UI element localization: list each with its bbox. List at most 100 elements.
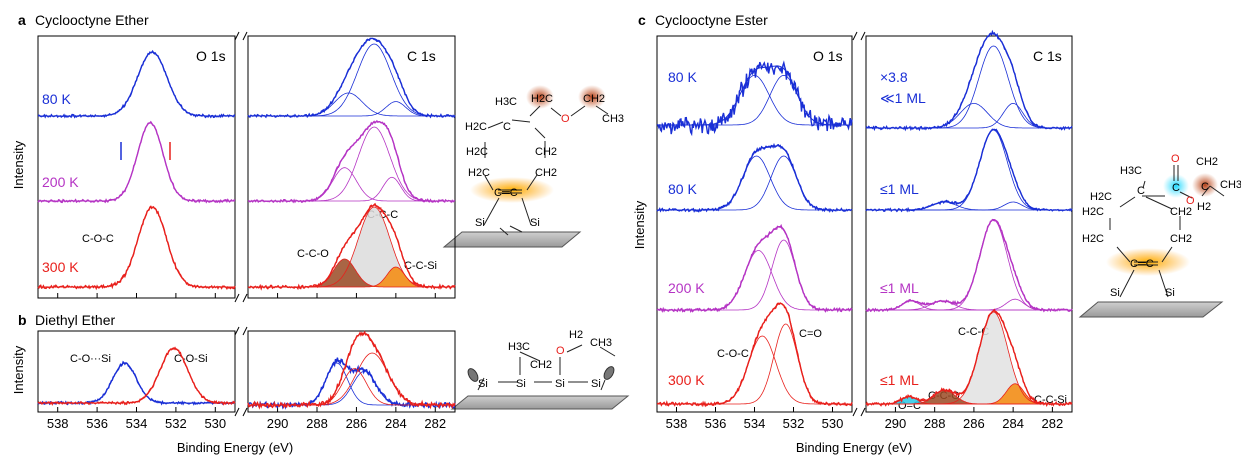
- c-ml-4: ≤1 ML: [880, 372, 919, 388]
- axis-break: [236, 293, 246, 303]
- mol-a-ce: C═C: [494, 187, 518, 199]
- mol-a-h3c: H3C: [495, 96, 517, 108]
- mol-c-o-dbl: O: [1171, 153, 1180, 165]
- c-temp-80k-2: 80 K: [668, 181, 697, 197]
- axis-break: [236, 326, 246, 336]
- axis-break-mark: [852, 31, 858, 41]
- x-axis-label-c: Binding Energy (eV): [796, 440, 912, 455]
- spectrum: [37, 120, 235, 204]
- plot-frame: [656, 35, 853, 413]
- mol-b-ch3: CH3: [590, 337, 612, 349]
- mol-b-si-2: Si: [516, 378, 526, 390]
- fit-envelope: [38, 362, 235, 404]
- spectrum: [37, 49, 236, 119]
- data-trace: [37, 346, 236, 406]
- x-axis-label-ab: Binding Energy (eV): [177, 440, 293, 455]
- x-tick-label: 530: [822, 416, 844, 431]
- c-temp-80k-1: 80 K: [668, 69, 697, 85]
- mol-c-h2c-1: H2C: [1090, 191, 1112, 203]
- component-curve: [866, 201, 1072, 211]
- mol-c-c-carbonyl: C: [1172, 182, 1180, 194]
- fit-envelope: [657, 303, 852, 405]
- panel-a-title: Cyclooctyne Ether: [35, 12, 149, 28]
- component-fill: [248, 267, 455, 287]
- mol-c-h2c-2: H2C: [1082, 206, 1104, 218]
- mol-c-ch3: CH3: [1220, 179, 1241, 191]
- mol-c-h2c-3: H2C: [1082, 233, 1104, 245]
- spectrum: [865, 218, 1073, 313]
- plot-layer: 538 536 534 532 530 290 288 286 284 282 538 536 534 5…: [37, 29, 1073, 431]
- axis-break-mark: [860, 407, 866, 417]
- spectrum: [247, 202, 456, 291]
- axis-break-mark: [234, 293, 240, 303]
- component-curve: [866, 300, 1072, 311]
- data-trace: [247, 202, 456, 291]
- spectrum: [865, 128, 1073, 213]
- y-axis-label-a: Intensity: [11, 140, 26, 189]
- spectrum: [656, 60, 853, 137]
- component-curve: [866, 129, 1072, 211]
- data-trace: [656, 60, 853, 137]
- c-temp-300k: 300 K: [668, 372, 705, 388]
- component-curve: [248, 176, 455, 202]
- x-tick-label: 288: [306, 416, 328, 431]
- component-curve: [248, 167, 455, 202]
- mol-a-ch2-1: CH2: [583, 93, 605, 105]
- core-c-c1s: C 1s: [1033, 48, 1062, 64]
- data-trace: [247, 37, 456, 119]
- data-trace: [865, 218, 1073, 313]
- x-tick-label: 282: [1042, 416, 1064, 431]
- mol-a-h2c-2: H2C: [465, 121, 487, 133]
- spectrum: [247, 330, 456, 410]
- core-c-o1s: O 1s: [813, 48, 843, 64]
- b-label-cosi-left: C-O···Si: [70, 353, 111, 365]
- mol-a-o: O: [561, 113, 570, 125]
- spectrum: [247, 119, 456, 204]
- mol-b-si-4: Si: [591, 378, 601, 390]
- x-tick-label: 534: [744, 416, 766, 431]
- component-curve: [248, 101, 455, 117]
- axis-break-mark: [852, 407, 858, 417]
- axis-break-mark: [234, 326, 240, 336]
- mol-a-h2c-1: H2C: [531, 93, 553, 105]
- mol-c-ch2: CH2: [1196, 156, 1218, 168]
- molecule-cyclooctyne-ether: [442, 85, 609, 248]
- axis-break-mark: [242, 407, 248, 417]
- mol-b-h2: H2: [569, 329, 583, 341]
- component-curve: [657, 323, 852, 405]
- data-trace: [37, 120, 235, 204]
- axis-break: [854, 31, 864, 41]
- mol-a-si-2: Si: [530, 217, 540, 229]
- c-ml-3: ≤1 ML: [880, 280, 919, 296]
- x-tick-label: 284: [385, 416, 407, 431]
- axis-break: [854, 407, 864, 417]
- c-scale: ×3.8: [880, 69, 908, 85]
- spectrum: [247, 37, 456, 119]
- axis-break-mark: [242, 293, 248, 303]
- mol-c-h2: H2: [1197, 201, 1211, 213]
- c-label-coc: C-O-C: [717, 348, 749, 360]
- y-axis-label-b: Intensity: [11, 345, 26, 394]
- mol-c-ch2-2: CH2: [1170, 233, 1192, 245]
- axis-break-mark: [242, 31, 248, 41]
- mol-a-ch3: CH3: [602, 113, 624, 125]
- component-curve: [866, 298, 1072, 311]
- x-tick-label: 532: [783, 416, 805, 431]
- x-tick-label: 538: [666, 416, 688, 431]
- data-trace: [656, 302, 853, 408]
- mol-a-ch2-2: CH2: [535, 146, 557, 158]
- x-tick-label: 288: [924, 416, 946, 431]
- fit-envelope: [657, 226, 852, 311]
- core-a-c1s: C 1s: [407, 48, 436, 64]
- axis-break: [236, 31, 246, 41]
- y-axis-label-c: Intensity: [632, 200, 647, 249]
- mol-a-ch2-3: CH2: [535, 167, 557, 179]
- component-curve: [866, 219, 1072, 311]
- data-trace: [37, 205, 236, 291]
- component-curve: [248, 352, 455, 406]
- c-ml-1: ≪1 ML: [880, 90, 926, 106]
- axis-break-mark: [234, 31, 240, 41]
- x-tick-label: 290: [267, 416, 289, 431]
- fit-envelope: [248, 121, 455, 202]
